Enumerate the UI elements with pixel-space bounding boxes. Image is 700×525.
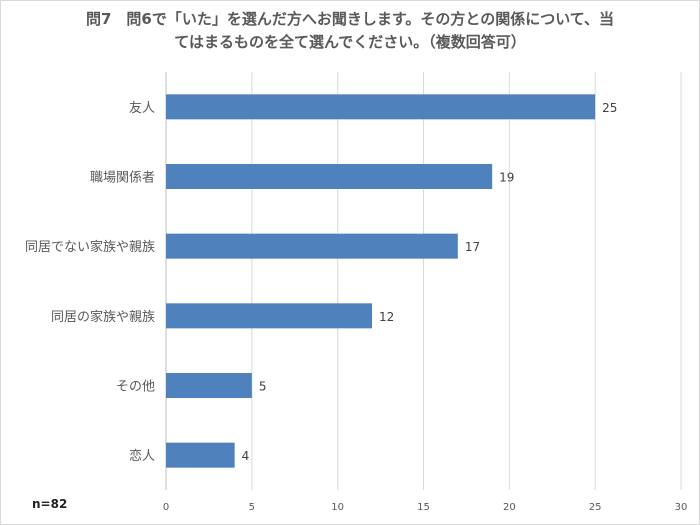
- sample-size-note: n=82: [32, 497, 68, 511]
- x-tick-label-5: 25: [589, 502, 602, 513]
- data-label-1: 19: [499, 171, 514, 185]
- x-tick-label-4: 20: [503, 502, 516, 513]
- x-tick-label-0: 0: [163, 502, 169, 513]
- category-label-2: 同居でない家族や親族: [25, 239, 155, 255]
- bar-4: [166, 373, 252, 398]
- x-tick-label-1: 5: [249, 502, 255, 513]
- bar-5: [166, 442, 235, 468]
- x-tick-label-6: 30: [675, 502, 688, 513]
- data-label-4: 5: [259, 380, 267, 394]
- category-label-1: 職場関係者: [90, 171, 155, 186]
- category-label-0: 友人: [129, 100, 155, 116]
- category-label-3: 同居の家族や親族: [51, 309, 155, 325]
- chart-title: 問7 問6で「いた」を選んだ方へお聞きします。その方との関係について、当 てはま…: [40, 8, 660, 54]
- bar-2: [166, 233, 458, 259]
- data-label-5: 4: [242, 449, 250, 463]
- chart-title-line1: 問7 問6で「いた」を選んだ方へお聞きします。その方との関係について、当: [85, 10, 615, 28]
- x-tick-label-3: 15: [417, 502, 430, 513]
- x-tick-label-2: 10: [331, 502, 344, 513]
- chart-title-line2: てはまるものを全て選んでください。（複数回答可）: [174, 33, 526, 51]
- data-label-0: 25: [602, 101, 617, 115]
- category-label-4: その他: [116, 380, 155, 395]
- category-label-5: 恋人: [129, 448, 155, 464]
- data-label-3: 12: [379, 310, 394, 324]
- bar-3: [166, 303, 372, 329]
- data-label-2: 17: [465, 240, 480, 254]
- bar-0: [166, 94, 596, 120]
- bar-1: [166, 164, 493, 189]
